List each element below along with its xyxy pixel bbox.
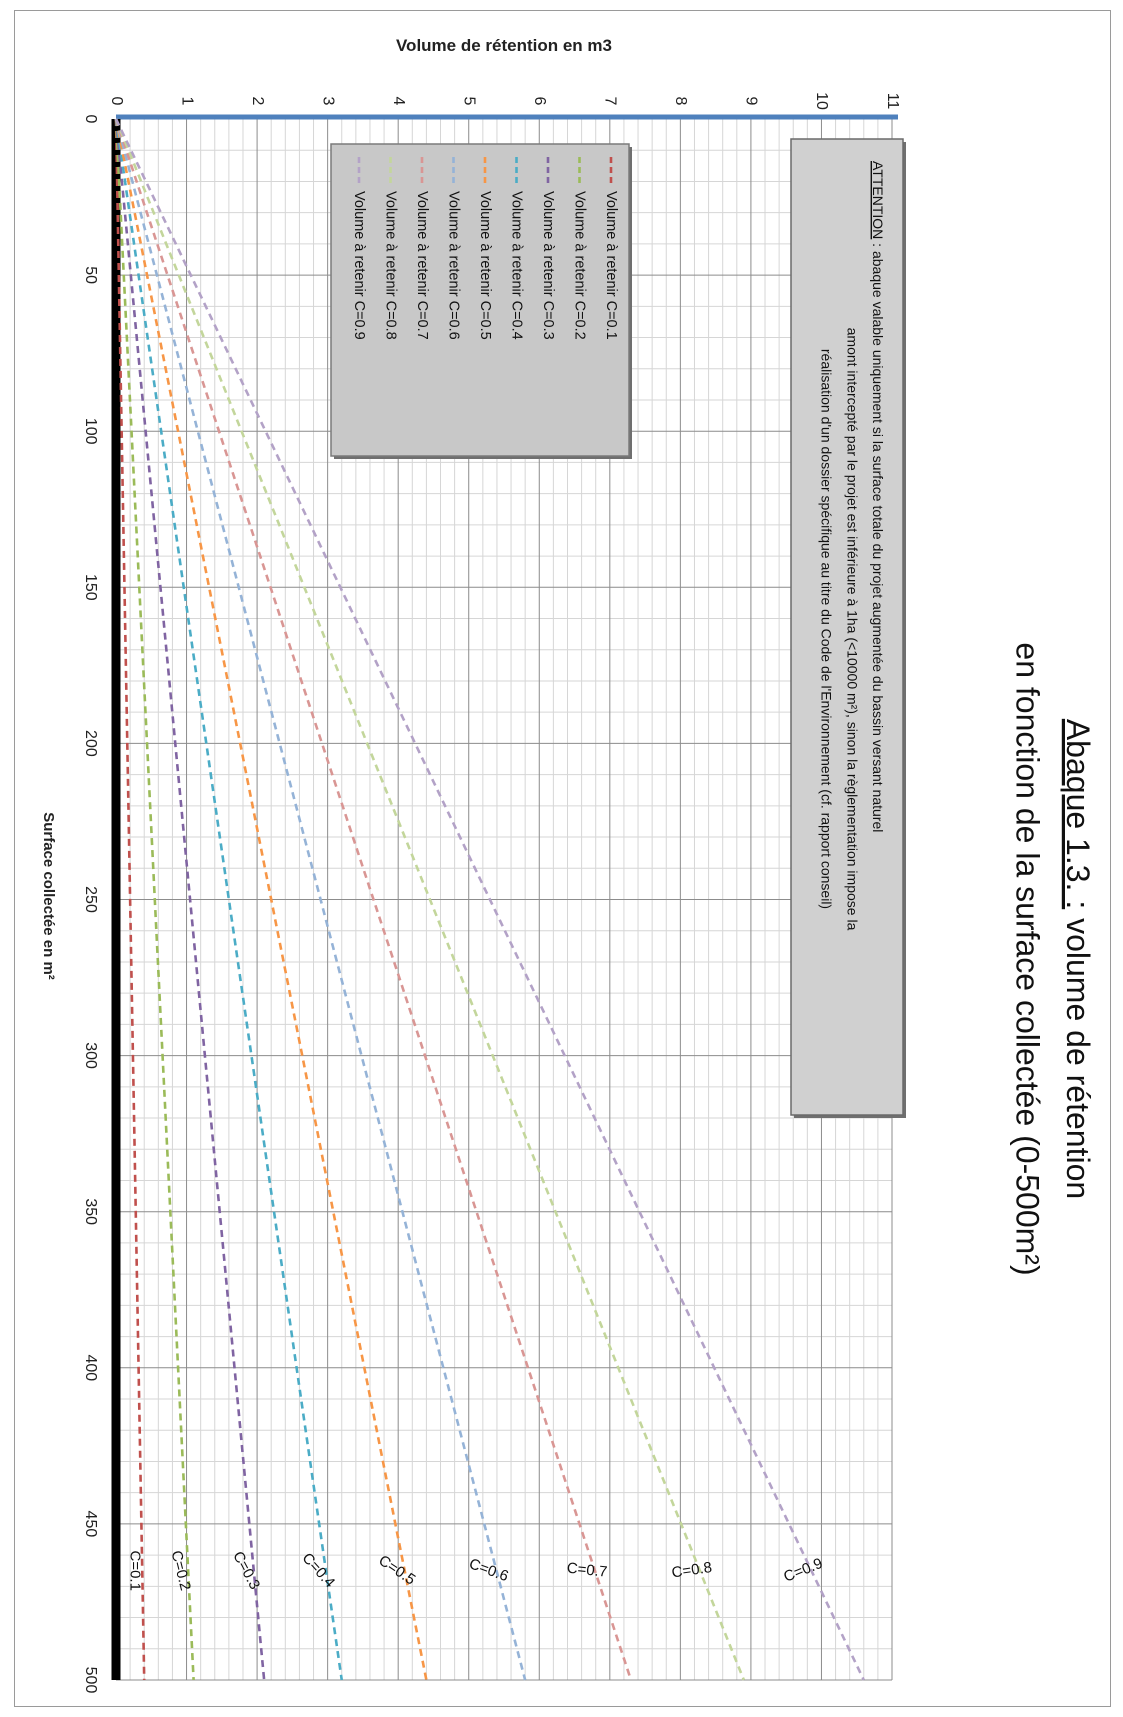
surface-tick-label: 450 (82, 1511, 99, 1538)
series-group (114, 118, 865, 1681)
volume-tick-label: 6 (531, 97, 548, 106)
surface-tick-label: 50 (82, 266, 99, 284)
series-line-c07 (114, 118, 633, 1681)
volume-axis-title: Volume de rétention en m3 (396, 36, 612, 55)
series-line-c09 (114, 118, 865, 1681)
volume-tick-label: 0 (108, 97, 125, 106)
annotation-heading: ATTENTION (870, 161, 886, 239)
volume-tick-label: 2 (249, 97, 266, 106)
page-frame: 0 1 2 3 4 5 6 7 8 9 10 11 0 50 100 150 200 250 300 350 400 45… (14, 10, 1111, 1707)
abacus-chart: 0 1 2 3 4 5 6 7 8 9 10 11 0 50 100 150 200 250 300 350 400 45… (40, 36, 1096, 1694)
legend-entry-label: Volume à retenir C=0.3 (540, 191, 556, 340)
annotation-line-1: ATTENTION : abaque valable uniquement si… (870, 161, 886, 832)
annotation-line-3: réalisation d'un dossier spécifique au t… (818, 349, 834, 909)
series-line-c02 (114, 118, 195, 1681)
legend-entry-label: Volume à retenir C=0.2 (572, 191, 588, 340)
series-label-c08: C=0.8 (671, 1559, 713, 1581)
series-line-c04 (114, 118, 344, 1681)
annotation-box (790, 138, 904, 1116)
volume-tick-label: 1 (178, 97, 195, 106)
legend-entry-label: Volume à retenir C=0.7 (414, 191, 430, 340)
volume-tick-label: 10 (813, 92, 830, 110)
surface-axis-title: Surface collectée en m² (40, 812, 57, 980)
legend-entry-label: Volume à retenir C=0.8 (383, 191, 399, 340)
series-line-c01 (114, 118, 146, 1681)
volume-tick-label: 9 (743, 97, 760, 106)
volume-tick-label: 7 (602, 97, 619, 106)
surface-tick-label: 300 (82, 1042, 99, 1069)
legend-entry-label: Volume à retenir C=0.4 (509, 191, 525, 340)
surface-tick-label: 350 (82, 1198, 99, 1225)
volume-tick-label: 11 (884, 93, 901, 110)
series-label-c01: C=0.1 (126, 1551, 143, 1591)
legend-entry-label: Volume à retenir C=0.5 (477, 191, 493, 340)
volume-tick-label: 8 (672, 97, 689, 106)
surface-tick-label: 400 (82, 1354, 99, 1381)
volume-tick-label: 4 (390, 97, 407, 106)
legend-entry-label: Volume à retenir C=0.6 (446, 191, 462, 340)
annotation-text: : abaque valable uniquement si la surfac… (870, 239, 886, 832)
series-label-c07: C=0.7 (566, 1560, 608, 1581)
series-line-c05 (114, 118, 428, 1681)
chart-title-rest: volume de rétention (1060, 909, 1096, 1199)
chart-title-line1: Abaque 1.3. : volume de rétention (1060, 719, 1096, 1199)
surface-tick-label: 500 (82, 1667, 99, 1694)
surface-tick-label: 100 (82, 418, 99, 445)
series-line-c06 (114, 118, 527, 1681)
volume-tick-label: 5 (460, 97, 477, 106)
legend-entry-label: Volume à retenir C=0.1 (603, 191, 619, 340)
chart-title-prefix: Abaque 1.3. : (1060, 719, 1096, 909)
series-line-c03 (114, 118, 266, 1681)
surface-tick-label: 250 (82, 886, 99, 913)
legend-entry-label: Volume à retenir C=0.9 (351, 191, 367, 340)
surface-tick-label: 150 (82, 574, 99, 601)
series-line-c08 (114, 118, 746, 1681)
volume-tick-label: 3 (319, 97, 336, 106)
surface-tick-label: 0 (82, 115, 99, 124)
legend-box (330, 143, 630, 457)
legend-entries: Volume à retenir C=0.1 Volume à retenir C… (351, 157, 619, 340)
surface-tick-label: 200 (82, 730, 99, 757)
annotation-line-2: amont intercepté par le projet est infér… (844, 328, 860, 931)
chart-title-line2: en fonction de la surface collectée (0-5… (1010, 642, 1046, 1275)
